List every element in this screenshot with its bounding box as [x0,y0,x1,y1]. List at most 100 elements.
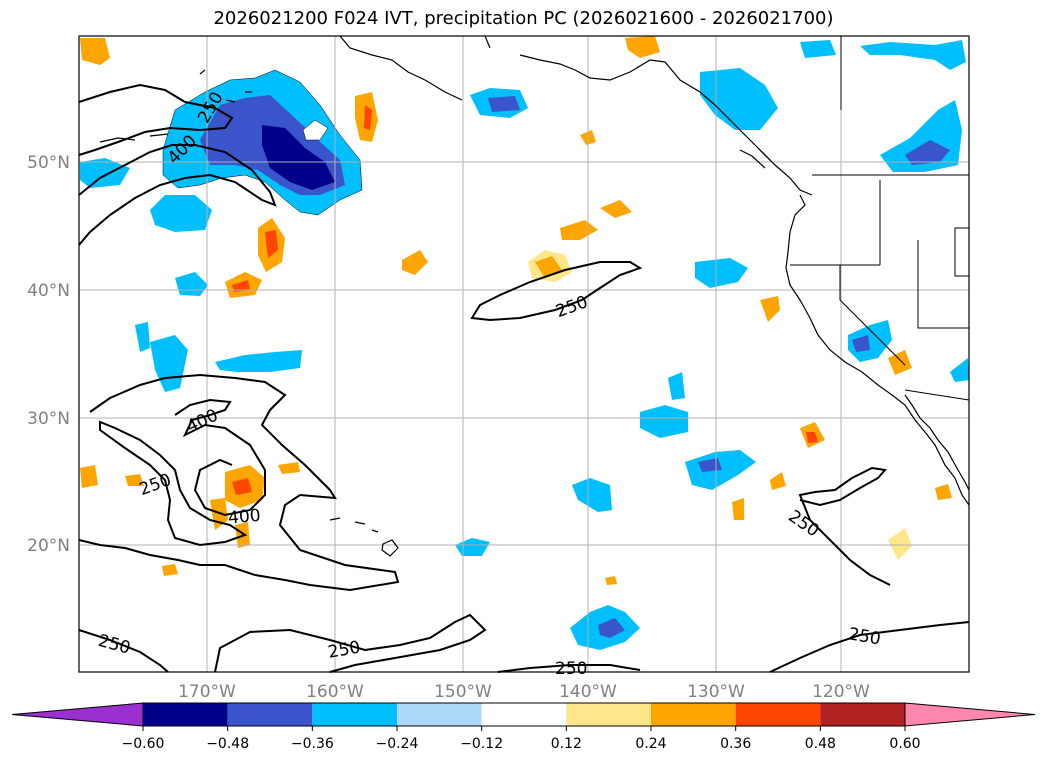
precip-pos-15-core [232,478,252,495]
precip-neg-ne1-core [905,140,950,165]
colorbar-tick-label: −0.12 [460,736,503,752]
colorbar-tick-label: −0.48 [206,736,249,752]
us-mexico-border [904,389,970,401]
precip-pos-19 [125,474,144,486]
precip-neg-sub2 [668,372,685,400]
state-line-2 [917,240,969,329]
colorbar-bin [481,703,567,726]
lon-label-130w: 130°W [687,682,745,702]
longitude-labels: 170°W 160°W 150°W 140°W 130°W 120°W [178,682,870,702]
ivt-contour-250-south-mid [497,664,641,673]
colorbar-bin [820,703,905,726]
precip-pos-13 [770,472,786,490]
colorbar-tick-label: 0.36 [720,736,751,752]
precip-pos-10 [760,296,780,322]
ivt-contour-250-south [214,613,487,673]
precip-neg-ca-core [852,335,870,352]
precip-pos-9 [625,36,660,58]
lon-label-160w: 160°W [306,682,364,702]
ivt-contour-400-north [78,144,277,246]
lat-label-20n: 20°N [27,536,70,556]
colorbar-bin [227,703,313,726]
west-coast [785,194,970,506]
colorbar-bin [143,703,228,726]
precip-neg-blob-aleutian-core [262,125,335,190]
colorbar-tick-label: 0.12 [551,736,582,752]
colorbar-bin [566,703,651,726]
precip-neg-ne3 [800,40,836,58]
colorbar-extend-low [11,702,144,727]
colorbar-extend-high [904,702,1036,727]
ca-nv-border [839,265,906,366]
grid-lines [79,36,969,672]
precip-pos-4-core [232,280,250,292]
ivt-contour-250-sw [78,629,169,673]
ivt-contour-250-south-east [769,621,970,673]
lat-label-40n: 40°N [27,281,70,301]
precip-pos-1 [80,38,110,65]
precip-pos-8 [600,200,632,218]
precip-neg-west [150,195,212,232]
precip-pos-23 [935,484,952,500]
colorbar-tick-label: −0.24 [376,736,419,752]
map-frame [78,35,970,673]
alaska-coast [339,35,813,196]
precip-neg-mid1 [695,258,748,288]
lat-label-30n: 30°N [27,409,70,429]
precip-pos-3-core [265,230,278,258]
precip-pos-22 [888,528,912,560]
lon-label-170w: 170°W [178,682,236,702]
contour-label-400-c: 400 [227,506,261,529]
precip-neg-blob-hole [302,119,329,141]
precip-pos-21 [162,564,178,576]
precip-neg-pac3 [135,322,150,352]
colorbar-tick-label: 0.60 [889,736,920,752]
precipitation-shading [80,36,969,650]
colorbar-tick-label: 0.48 [805,736,836,752]
colorbar: −0.60 −0.48 −0.36 −0.24 −0.12 0.12 0.24 0.36 0.4… [11,702,1036,752]
colorbar-tick-label: −0.36 [291,736,334,752]
lat-label-50n: 50°N [27,153,70,173]
ivt-contour-250-north [78,83,234,156]
precip-pos-18 [80,465,98,488]
ivt-contour-400-west [174,398,266,517]
lon-label-140w: 140°W [559,682,617,702]
precip-neg-sub1 [640,405,688,438]
colorbar-bin [651,703,736,726]
precip-pos-25 [605,576,617,585]
colorbar-tick-label: −0.60 [122,736,165,752]
ivt-contour-250-center [470,261,643,322]
precip-pos-2-core [364,105,372,130]
latitude-labels: 50°N 40°N 30°N 20°N [27,153,70,556]
colorbar-bin [735,703,821,726]
precip-neg-west2 [80,158,130,188]
precip-neg-sub4 [572,478,612,512]
precip-pos-14 [732,498,744,520]
precip-neg-bc [700,68,778,130]
coastlines [99,35,970,557]
colorbar-outline [142,702,906,727]
precip-pos-5 [402,250,428,275]
contour-label-250-h: 250 [555,659,587,679]
ivt-contour-250-west [78,373,400,592]
baja-coast [904,394,970,491]
colorbar-bin [397,703,482,726]
precip-neg-sub6-core [598,618,625,638]
figure-title: 2026021200 F024 IVT, precipitation PC (2… [213,8,834,29]
precip-neg-c1-core [488,96,520,112]
colorbar-bin [312,703,397,726]
precip-pos-12-core [806,432,818,443]
ivt-contour-250-se [798,466,891,586]
bc-islands [739,147,771,169]
precip-pos-20 [278,462,300,474]
precip-neg-pac1 [215,350,302,372]
colorbar-tick-label: 0.24 [635,736,666,752]
ivt-contour-inner-west [99,420,248,547]
precip-neg-se [950,358,969,382]
precip-neg-sub5 [455,538,490,556]
lon-label-120w: 120°W [812,682,870,702]
lon-label-150w: 150°W [434,682,492,702]
political-borders [790,36,970,401]
aleutian-islands [99,69,252,143]
